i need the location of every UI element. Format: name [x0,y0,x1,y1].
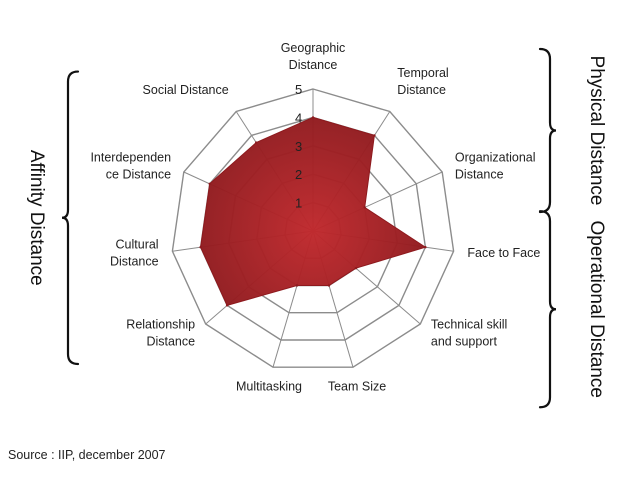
data-point-0 [311,116,315,119]
radar-axis-labels: Geographic Distance Temporal Distance Organi… [90,41,540,394]
radar-tick-labels: 1 2 3 4 5 [295,82,302,211]
tick-label-3: 3 [295,139,302,154]
data-point-8 [199,246,202,249]
grid-ring-5 [171,88,455,368]
radar-series [199,116,427,307]
grid-ring-4 [199,116,427,341]
data-point-5 [327,284,331,287]
group-label-2: Affinity Distance [26,150,47,286]
data-point-1 [373,134,376,137]
axis-label-0: Geographic Distance [281,41,346,72]
data-point-10 [255,141,258,144]
data-point-9 [208,182,211,185]
group-brace-2 [61,70,80,366]
tick-label-2: 2 [295,167,302,182]
tick-label-1: 1 [295,196,302,211]
axis-label-8: Cultural Distance [110,238,159,269]
axis-label-7: Relationship Distance [126,318,195,349]
axis-label-6: Multitasking [236,380,302,394]
group-label-1: Operational Distance [586,221,607,398]
data-point-4 [354,267,358,270]
axis-label-4: Technical skill and support [431,318,507,349]
axis-label-10: Social Distance [143,83,229,97]
axis-label-2: Organizational Distance [455,151,536,182]
data-point-7 [225,304,229,307]
source-note: Source : IIP, december 2007 [8,448,166,462]
distance-groups: Physical Distance Operational Distance Aff… [26,47,607,409]
axis-label-3: Face to Face [467,246,540,260]
series-area-0 [200,116,427,306]
tick-label-5: 5 [295,82,302,97]
axis-label-1: Temporal Distance [397,66,448,97]
axis-label-5: Team Size [328,380,386,394]
tick-label-4: 4 [295,110,302,125]
group-brace-0 [538,47,557,214]
axis-label-9: Interdependen ce Distance [90,151,171,182]
group-label-0: Physical Distance [586,56,607,206]
data-point-6 [295,284,299,287]
data-point-3 [424,246,427,249]
data-point-2 [363,206,366,209]
group-brace-1 [538,210,557,409]
